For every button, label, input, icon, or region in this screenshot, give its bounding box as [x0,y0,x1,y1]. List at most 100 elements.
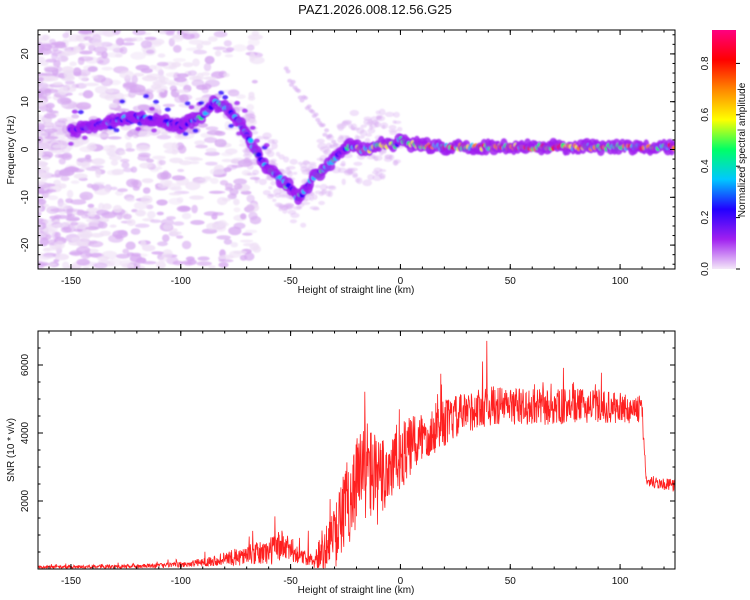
spectrogram-cell [58,158,66,165]
spectrogram-cell [182,62,194,68]
spectrogram-cell [54,169,62,178]
spectrogram-cell [185,181,201,191]
spectrogram-cell [263,143,270,148]
spectrogram-cell [248,91,255,99]
spectrogram-cell [176,235,184,239]
spectrogram-cell [111,168,125,176]
spectrogram-cell [234,100,240,106]
spectrogram-cell [165,31,175,36]
spectrogram-cell [325,190,332,197]
spectrogram-cell [79,146,95,153]
spectrogram-cell [299,98,305,103]
spectrogram-cell [157,183,169,188]
spectrogram-cell [71,114,80,119]
spectrogram-cell [157,53,166,58]
page-title: PAZ1.2026.008.12.56.G25 [298,2,452,17]
spectrogram-cell [90,233,104,238]
spectrogram-cell [268,186,273,190]
spectrogram-cell [77,241,88,248]
spectrogram-cell [221,158,233,163]
spectrogram-cell [233,250,247,255]
spectrogram-cell [79,30,96,34]
spectrogram-cell [249,52,256,62]
spectrogram-cell [181,240,192,250]
spectrogram-cell [378,108,386,116]
spectrogram-cell [206,222,218,230]
y-tick-label: -20 [20,237,31,252]
spectrogram-cell [60,226,72,233]
snr-x-label: Height of straight line (km) [298,585,415,596]
y-tick-label: -10 [20,190,31,205]
x-tick-label: -100 [171,576,191,587]
spectrogram-cell [110,159,119,166]
spectrogram-cell [247,38,260,47]
spectrogram-cell [216,220,225,228]
spectrogram-cell [324,128,330,133]
spectrogram-cell [121,262,134,269]
spectrogram-x-axis: -150 -100 -50 0 50 100 [48,30,665,287]
spectrogram-cell [93,42,102,47]
spectrogram-cell [170,186,183,191]
spectrogram-cell [143,93,150,99]
spectrogram-cell [80,232,90,242]
spectrogram-cell [182,131,189,137]
spectrogram-cell [393,111,400,118]
spectrogram-cell [236,94,246,99]
spectrogram-cell [91,75,99,79]
spectrogram-cell [76,157,93,163]
spectrogram-cell [130,228,141,235]
spectrogram-cell [203,62,212,72]
spectrogram-cell [179,94,189,103]
spectrogram-cell [135,209,147,217]
spectrogram-cell [162,170,170,178]
spectrogram-cell [195,97,210,102]
spectrogram-cell [365,133,373,137]
spectrogram-cell [38,76,44,82]
spectrogram-cell [38,92,48,99]
spectrogram-cell [241,108,248,113]
spectrogram-cell [149,106,155,111]
spectrogram-cell [125,197,136,203]
spectrogram-cell [63,69,73,79]
spectrogram-cell [168,197,183,205]
spectrogram-cell [255,152,262,158]
spectrogram-cell [38,204,43,212]
spectrogram-cell [314,184,321,188]
spectrogram-cell [87,203,95,208]
spectrogram-cell [38,56,46,63]
spectrogram-cell [96,209,110,216]
spectrogram-cell [65,217,80,221]
spectrogram-cell [384,111,395,117]
spectrogram-cell [53,259,60,263]
spectrogram-cell [100,77,113,87]
spectrogram-cell [40,156,51,160]
spectrogram-cell [62,47,72,51]
y-tick-label: 2000 [20,489,31,512]
spectrogram-cell [352,172,359,179]
spectrogram-cell [315,117,321,122]
spectrogram-cell [109,144,116,148]
spectrogram-cell [54,231,61,239]
spectrogram-cell [383,157,393,163]
spectrogram-cell [60,138,71,145]
spectrogram-cell [171,142,179,152]
y-tick-label: 4000 [20,421,31,444]
spectrogram-cell [312,194,318,201]
spectrogram-cell [134,261,141,269]
spectrogram-cell [84,82,99,87]
spectrogram-cell [359,129,368,137]
spectrogram-cell [273,188,282,195]
spectrogram-cell [392,120,397,124]
spectrogram-cell [195,144,208,149]
spectrogram-cell [57,202,68,210]
spectrogram-cell [160,93,167,99]
spectrogram-cell [125,241,136,250]
spectrogram-cell [138,130,152,138]
spectrogram-cell [196,261,212,266]
spectrogram-cell [363,118,374,126]
spectrogram-cell [169,231,182,236]
spectrogram-cell [141,178,154,184]
spectrogram-cell [114,108,130,112]
spectrogram-cell [70,221,79,226]
